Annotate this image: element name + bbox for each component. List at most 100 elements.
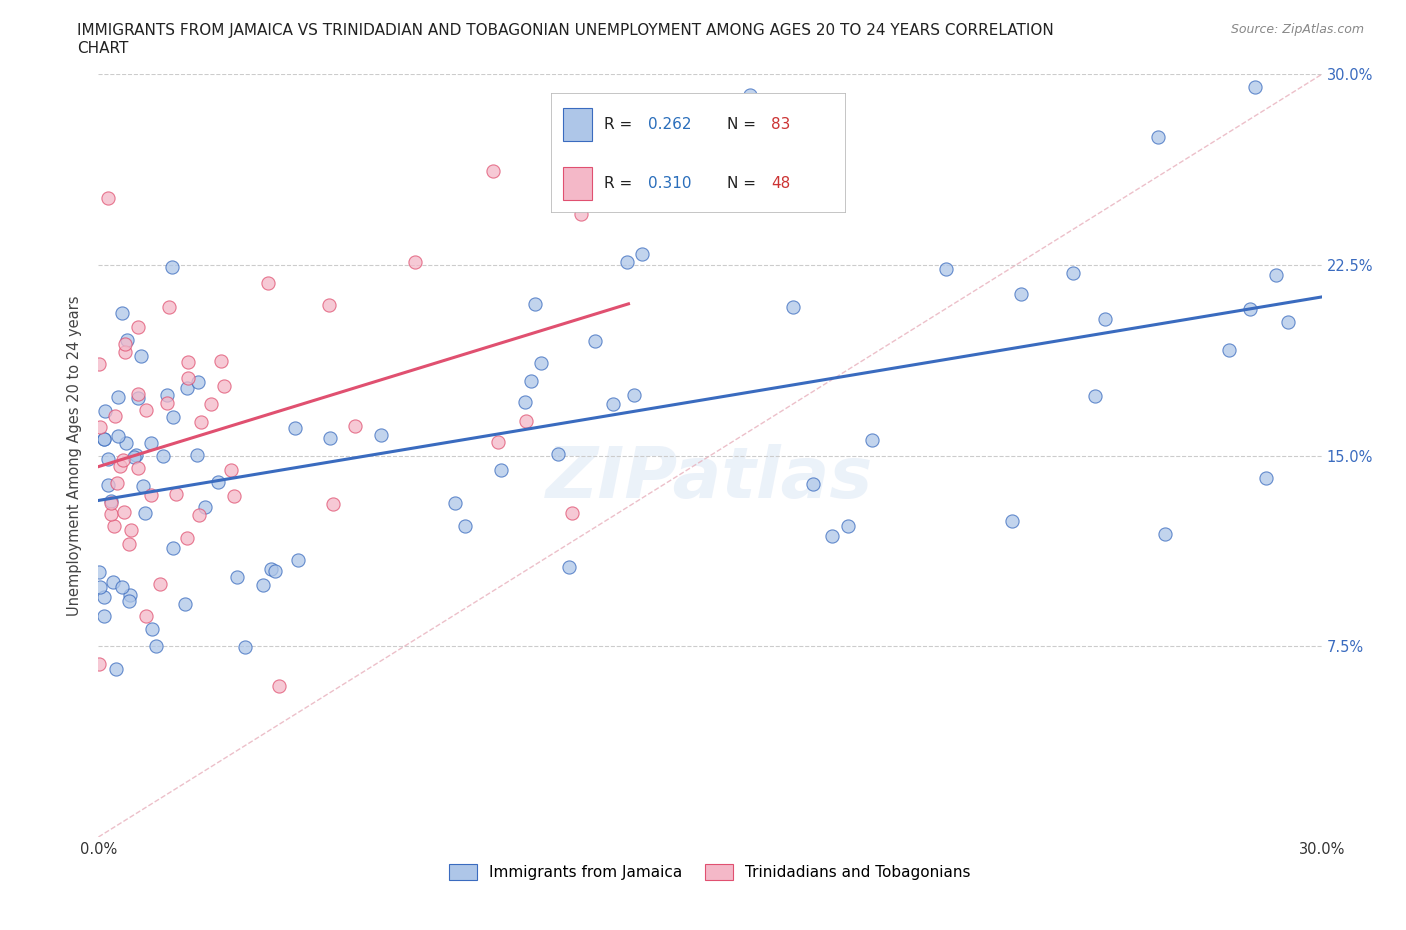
Point [124, 447, 146, 462]
Point [263, 564, 285, 578]
Point [370, 427, 392, 442]
Point [520, 374, 543, 389]
Point [87, 565, 110, 579]
Point [156, 387, 179, 402]
Point [100, 507, 122, 522]
Point [93, 432, 115, 446]
Point [631, 246, 654, 261]
Point [782, 299, 804, 314]
Point [135, 402, 157, 417]
Point [190, 415, 212, 430]
Point [141, 487, 163, 502]
Point [200, 396, 222, 411]
Point [1153, 526, 1175, 541]
Point [122, 450, 145, 465]
Point [162, 541, 184, 556]
Point [141, 435, 163, 450]
Point [97, 190, 120, 205]
Point [482, 164, 505, 179]
Point [97, 477, 120, 492]
Point [159, 299, 181, 314]
Point [602, 397, 624, 412]
Point [156, 395, 179, 410]
Point [260, 561, 283, 576]
Point [145, 639, 167, 654]
Point [583, 333, 606, 348]
Point [160, 259, 183, 274]
Point [1001, 514, 1024, 529]
Point [93, 608, 115, 623]
Point [132, 479, 155, 494]
Point [120, 587, 142, 602]
Point [165, 486, 187, 501]
Point [97, 452, 120, 467]
Point [1084, 389, 1107, 404]
Text: ZIPatlas: ZIPatlas [547, 445, 873, 513]
Point [1094, 312, 1116, 326]
Point [127, 319, 149, 334]
Point [89, 580, 111, 595]
Point [127, 387, 149, 402]
Point [103, 518, 125, 533]
Point [738, 87, 761, 102]
Point [318, 298, 340, 312]
Point [1218, 342, 1240, 357]
Point [115, 333, 138, 348]
Point [112, 505, 135, 520]
Point [233, 640, 256, 655]
Point [114, 435, 136, 450]
Point [111, 580, 134, 595]
Point [935, 261, 957, 276]
Point [100, 495, 122, 510]
Point [257, 275, 280, 290]
Point [1147, 130, 1170, 145]
Point [609, 189, 631, 204]
Point [1010, 286, 1032, 301]
Point [162, 409, 184, 424]
Point [89, 657, 111, 671]
Point [194, 500, 217, 515]
Point [176, 380, 198, 395]
Point [89, 419, 111, 434]
Point [129, 348, 152, 363]
Point [1239, 301, 1261, 316]
Y-axis label: Unemployment Among Ages 20 to 24 years: Unemployment Among Ages 20 to 24 years [67, 296, 83, 616]
Point [837, 519, 859, 534]
Point [801, 476, 824, 491]
Point [104, 661, 127, 676]
Point [186, 447, 208, 462]
Point [127, 391, 149, 405]
Point [222, 489, 245, 504]
Point [515, 414, 537, 429]
Point [103, 408, 125, 423]
Point [177, 371, 200, 386]
Point [176, 530, 198, 545]
Point [101, 574, 124, 589]
Point [343, 418, 366, 433]
Point [226, 569, 249, 584]
Point [322, 497, 344, 512]
Point [118, 537, 141, 551]
Point [489, 462, 512, 477]
Point [120, 523, 142, 538]
Point [569, 206, 592, 221]
Point [127, 461, 149, 476]
Point [443, 496, 465, 511]
Point [860, 433, 883, 448]
Point [319, 431, 342, 445]
Point [114, 345, 136, 360]
Point [152, 449, 174, 464]
Point [94, 404, 117, 418]
Text: IMMIGRANTS FROM JAMAICA VS TRINIDADIAN AND TOBAGONIAN UNEMPLOYMENT AMONG AGES 20: IMMIGRANTS FROM JAMAICA VS TRINIDADIAN A… [77, 23, 1054, 38]
Point [118, 593, 141, 608]
Point [105, 475, 128, 490]
Point [100, 493, 122, 508]
Point [219, 462, 242, 477]
Point [530, 355, 553, 370]
Point [134, 506, 156, 521]
Point [1265, 268, 1288, 283]
Point [616, 255, 638, 270]
Point [135, 608, 157, 623]
Point [174, 596, 197, 611]
Point [547, 446, 569, 461]
